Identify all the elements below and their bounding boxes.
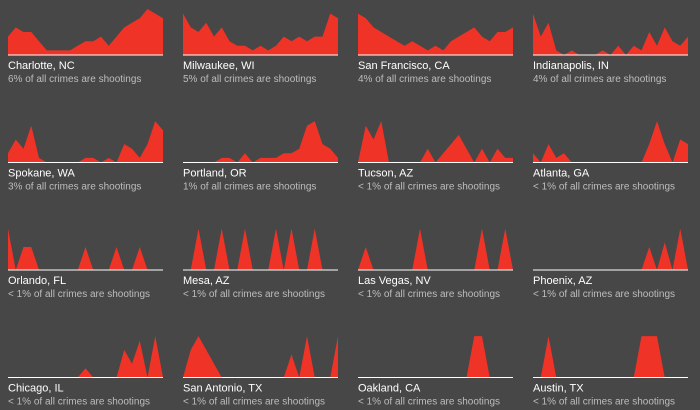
city-subtitle: < 1% of all crimes are shootings <box>533 289 675 300</box>
city-title: Indianapolis, IN <box>533 60 609 72</box>
city-title: Las Vegas, NV <box>358 275 431 287</box>
city-subtitle: < 1% of all crimes are shootings <box>358 182 500 193</box>
city-title: Chicago, IL <box>8 383 64 395</box>
area <box>533 13 688 56</box>
city-subtitle: < 1% of all crimes are shootings <box>8 289 150 300</box>
city-title: Austin, TX <box>533 383 584 395</box>
area <box>8 121 163 163</box>
city-title: Tucson, AZ <box>358 168 414 180</box>
small-multiple: Atlanta, GA < 1% of all crimes are shooti… <box>533 121 688 193</box>
small-multiple: Chicago, IL < 1% of all crimes are shooti… <box>8 336 163 408</box>
city-title: Milwaukee, WI <box>183 60 255 72</box>
small-multiple: Austin, TX < 1% of all crimes are shootin… <box>533 336 688 408</box>
area <box>533 228 688 270</box>
city-subtitle: 6% of all crimes are shootings <box>8 74 141 85</box>
city-subtitle: < 1% of all crimes are shootings <box>183 397 325 408</box>
small-multiple: Oakland, CA < 1% of all crimes are shooti… <box>358 336 513 408</box>
small-multiple: Indianapolis, IN 4% of all crimes are sho… <box>533 13 688 85</box>
city-subtitle: 3% of all crimes are shootings <box>8 182 141 193</box>
small-multiple: Milwaukee, WI 5% of all crimes are shooti… <box>183 13 338 85</box>
city-title: Phoenix, AZ <box>533 275 593 287</box>
area <box>358 121 513 163</box>
small-multiple: Orlando, FL < 1% of all crimes are shooti… <box>8 228 163 300</box>
small-multiple: Phoenix, AZ < 1% of all crimes are shooti… <box>533 228 688 300</box>
city-title: Atlanta, GA <box>533 168 590 180</box>
area <box>183 228 338 270</box>
city-subtitle: 1% of all crimes are shootings <box>183 182 316 193</box>
small-multiple: Charlotte, NC 6% of all crimes are shooti… <box>8 9 163 85</box>
area <box>183 121 338 163</box>
city-subtitle: 4% of all crimes are shootings <box>358 74 491 85</box>
city-title: Mesa, AZ <box>183 275 230 287</box>
city-title: Portland, OR <box>183 168 247 180</box>
area <box>8 336 163 378</box>
city-subtitle: 4% of all crimes are shootings <box>533 74 666 85</box>
city-title: Spokane, WA <box>8 168 76 180</box>
city-title: San Antonio, TX <box>183 383 263 395</box>
city-title: Orlando, FL <box>8 275 66 287</box>
small-multiple: Spokane, WA 3% of all crimes are shooting… <box>8 121 163 193</box>
city-subtitle: < 1% of all crimes are shootings <box>358 397 500 408</box>
area <box>8 9 163 55</box>
area <box>533 121 688 163</box>
area <box>183 13 338 56</box>
city-title: San Francisco, CA <box>358 60 450 72</box>
small-multiple: San Antonio, TX < 1% of all crimes are sh… <box>183 336 338 408</box>
city-title: Oakland, CA <box>358 383 421 395</box>
area <box>183 336 338 378</box>
city-subtitle: < 1% of all crimes are shootings <box>358 289 500 300</box>
small-multiple: Las Vegas, NV < 1% of all crimes are shoo… <box>358 228 513 300</box>
area <box>358 228 513 270</box>
city-subtitle: < 1% of all crimes are shootings <box>533 182 675 193</box>
city-subtitle: 5% of all crimes are shootings <box>183 74 316 85</box>
small-multiple: Portland, OR 1% of all crimes are shootin… <box>183 121 338 193</box>
area <box>358 13 513 56</box>
city-subtitle: < 1% of all crimes are shootings <box>533 397 675 408</box>
small-multiple: Tucson, AZ < 1% of all crimes are shootin… <box>358 121 513 193</box>
area <box>8 228 163 270</box>
city-subtitle: < 1% of all crimes are shootings <box>183 289 325 300</box>
city-title: Charlotte, NC <box>8 60 75 72</box>
area <box>358 336 513 378</box>
small-multiple: Mesa, AZ < 1% of all crimes are shootings <box>183 228 338 300</box>
area <box>533 336 688 378</box>
small-multiple: San Francisco, CA 4% of all crimes are sh… <box>358 13 513 85</box>
city-subtitle: < 1% of all crimes are shootings <box>8 397 150 408</box>
